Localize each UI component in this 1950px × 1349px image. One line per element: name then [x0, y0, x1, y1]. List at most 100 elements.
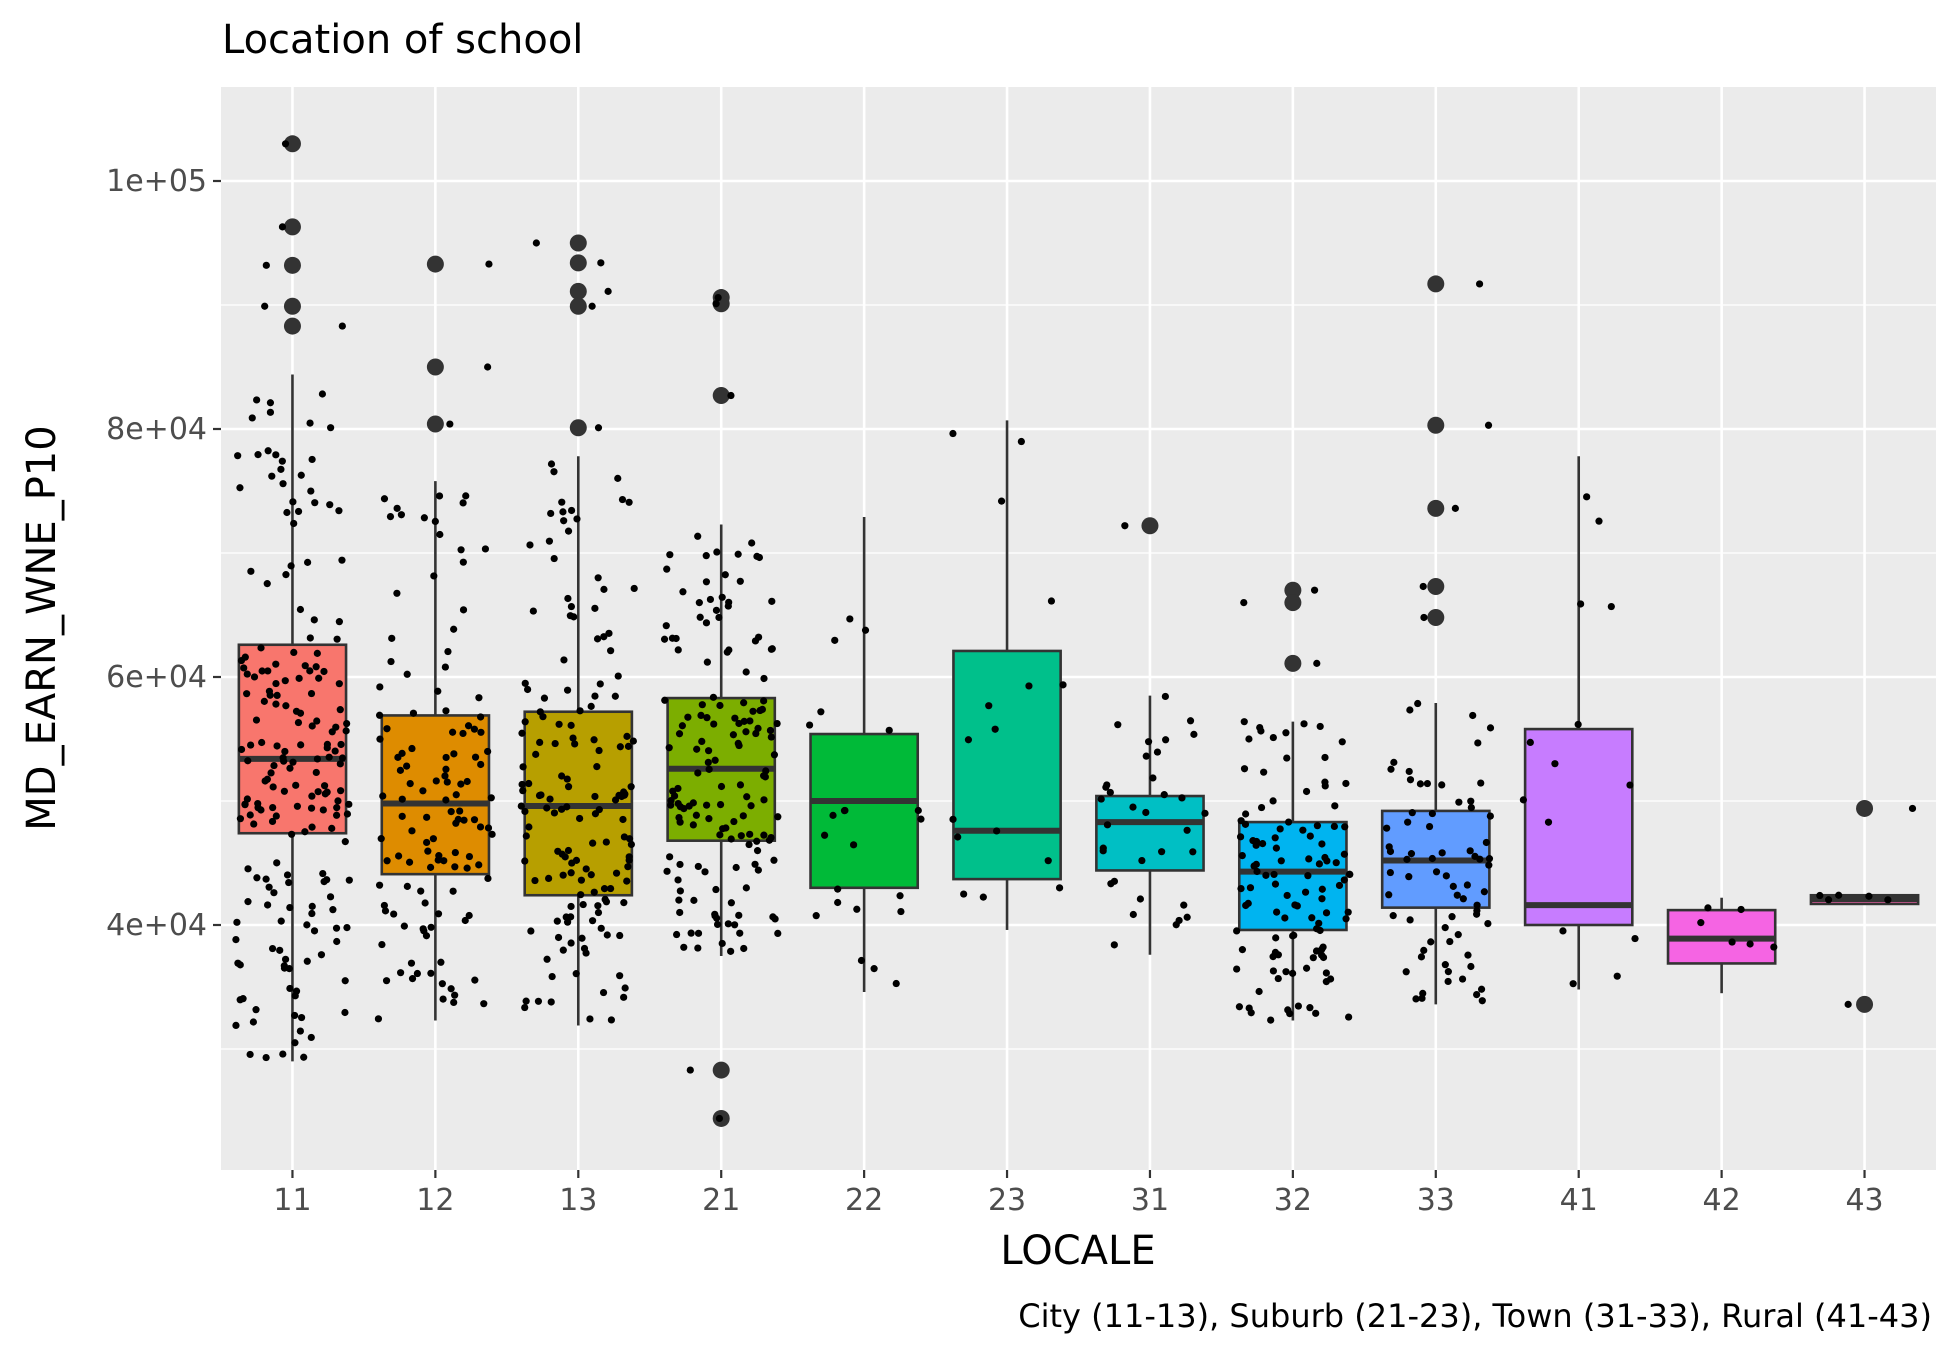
jitter-point [917, 815, 925, 823]
jitter-point [518, 780, 526, 789]
jitter-point [679, 588, 687, 596]
jitter-point [1138, 856, 1146, 865]
jitter-point [1282, 729, 1290, 737]
jitter-point [332, 924, 341, 932]
jitter-point [294, 718, 303, 727]
jitter-point [287, 562, 295, 570]
jitter-point [386, 512, 395, 521]
jitter-point [471, 753, 480, 761]
jitter-point [1055, 884, 1064, 892]
y-axis-label: MD_EARN_WNE_P10 [19, 425, 65, 830]
jitter-point [297, 471, 305, 479]
jitter-point [678, 722, 686, 730]
jitter-point [694, 929, 703, 937]
jitter-point [674, 876, 682, 884]
jitter-point [437, 958, 445, 966]
jitter-point [379, 792, 387, 800]
jitter-point [749, 707, 757, 715]
jitter-point [735, 741, 743, 750]
jitter-point [563, 775, 571, 783]
jitter-point [279, 1050, 287, 1058]
jitter-point [588, 302, 596, 310]
jitter-point [817, 708, 825, 716]
jitter-point [1190, 730, 1198, 738]
jitter-point [1273, 908, 1281, 916]
jitter-point [1180, 901, 1188, 909]
jitter-point [710, 720, 718, 728]
jitter-point [662, 622, 670, 630]
jitter-point [1262, 871, 1270, 879]
jitter-point [1097, 795, 1105, 803]
jitter-point [1331, 802, 1339, 810]
jitter-point [427, 969, 435, 977]
jitter-point [725, 646, 733, 654]
jitter-point [716, 831, 724, 839]
jitter-point [605, 629, 613, 637]
jitter-point [587, 871, 595, 879]
jitter-point [1449, 882, 1457, 890]
jitter-point [343, 810, 352, 818]
jitter-point [333, 635, 341, 643]
jitter-point [1428, 809, 1436, 818]
jitter-point [706, 595, 715, 604]
jitter-point [1416, 780, 1425, 788]
jitter-point [335, 680, 343, 688]
jitter-point [1129, 803, 1137, 811]
jitter-point [985, 702, 993, 710]
jitter-point [297, 1013, 306, 1022]
jitter-point [698, 701, 706, 709]
jitter-point [1110, 941, 1118, 949]
jitter-point [273, 742, 281, 750]
jitter-point [463, 864, 471, 872]
outlier-point [1856, 995, 1874, 1013]
jitter-point [616, 743, 624, 751]
jitter-point [1406, 706, 1414, 714]
jitter-point [383, 857, 391, 865]
jitter-point [521, 679, 529, 687]
outlier-point [283, 256, 301, 274]
jitter-point [1302, 787, 1311, 796]
jitter-point [420, 927, 428, 935]
jitter-point [1238, 851, 1246, 860]
jitter-point [1322, 909, 1331, 917]
jitter-point [283, 871, 292, 879]
jitter-point [278, 457, 286, 465]
jitter-point [567, 602, 575, 611]
jitter-point [525, 823, 533, 831]
jitter-point [484, 824, 493, 832]
y-tick-label: 6e+04 [106, 660, 207, 695]
jitter-point [395, 852, 403, 860]
jitter-point [400, 922, 408, 930]
jitter-point [564, 527, 573, 535]
jitter-point [268, 944, 277, 953]
jitter-point [289, 758, 297, 766]
jitter-point [244, 865, 252, 873]
jitter-point [1306, 1004, 1314, 1012]
jitter-point [438, 980, 446, 988]
jitter-point [564, 783, 573, 791]
jitter-point [616, 972, 624, 980]
jitter-point [1467, 797, 1475, 805]
jitter-point [341, 1008, 349, 1017]
jitter-point [1269, 733, 1277, 742]
jitter-point [272, 451, 280, 459]
jitter-point [1103, 821, 1112, 829]
jitter-point [1559, 927, 1567, 935]
jitter-point [270, 761, 278, 770]
jitter-point [265, 687, 274, 695]
jitter-point [747, 802, 755, 810]
jitter-point [250, 820, 258, 828]
jitter-point [774, 813, 782, 821]
jitter-point [1158, 848, 1166, 856]
jitter-point [334, 797, 342, 805]
jitter-point [1253, 867, 1261, 876]
jitter-point [1233, 965, 1241, 973]
jitter-point [604, 287, 612, 295]
jitter-point [376, 735, 384, 743]
jitter-point [413, 969, 421, 978]
jitter-point [1310, 586, 1319, 594]
jitter-point [1332, 859, 1340, 867]
jitter-point [1418, 994, 1426, 1002]
jitter-point [407, 959, 416, 967]
jitter-point [564, 846, 573, 855]
